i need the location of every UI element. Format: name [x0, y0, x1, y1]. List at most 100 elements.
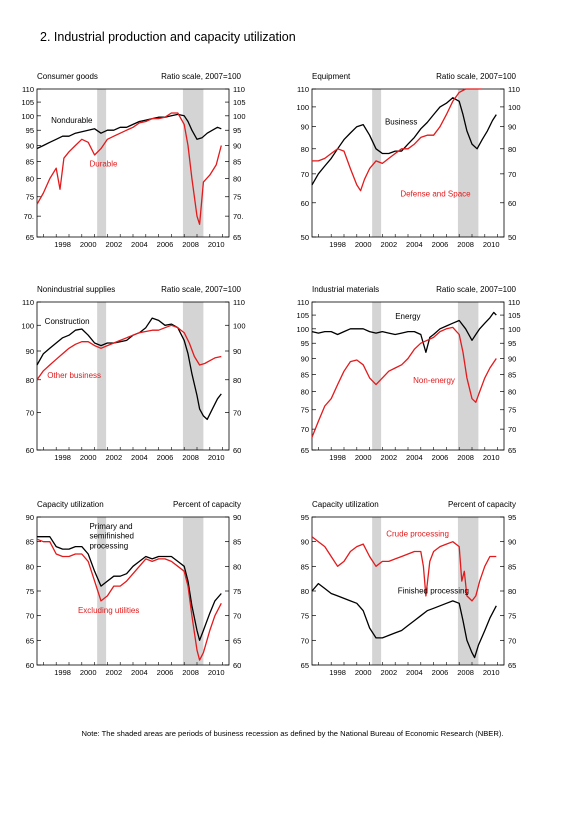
recession-band	[457, 517, 479, 665]
chart-title: Consumer goods	[37, 72, 98, 81]
y-tick-label: 70	[26, 612, 34, 621]
y-tick-label: 50	[508, 233, 516, 242]
x-tick-label: 2006	[157, 453, 174, 462]
x-tick-label: 2008	[457, 668, 474, 677]
x-tick-label: 2004	[131, 453, 148, 462]
series-line	[311, 582, 497, 659]
chart-title: Capacity utilization	[37, 500, 104, 509]
y-tick-label: 70	[508, 425, 516, 434]
y-tick-label: 85	[233, 158, 241, 167]
y-tick-label: 85	[508, 371, 516, 380]
x-tick-label: 2000	[80, 240, 97, 249]
y-tick-label: 80	[233, 175, 241, 184]
x-tick-label: 2002	[380, 668, 397, 677]
y-tick-label: 90	[26, 513, 34, 522]
x-tick-label: 2008	[182, 240, 199, 249]
y-tick-label: 90	[508, 123, 516, 132]
series-line	[311, 536, 497, 602]
series-label: Crude processing	[386, 530, 449, 539]
page-title: 2. Industrial production and capacity ut…	[40, 30, 296, 44]
y-tick-label: 75	[26, 193, 34, 202]
chart-subtitle: Ratio scale, 2007=100	[436, 285, 516, 294]
y-tick-label: 95	[26, 126, 34, 135]
series-label: Nondurable	[51, 116, 93, 125]
y-tick-label: 90	[301, 354, 309, 363]
series-label: Non-energy	[413, 376, 455, 385]
y-tick-label: 90	[301, 538, 309, 547]
y-tick-label: 80	[26, 376, 34, 385]
series-line	[37, 536, 222, 641]
series-line	[36, 324, 222, 381]
x-tick-label: 1998	[329, 668, 346, 677]
series-line	[312, 88, 483, 192]
x-tick-label: 2000	[355, 453, 372, 462]
y-tick-label: 110	[233, 85, 245, 94]
recession-band	[97, 89, 107, 237]
x-tick-label: 1998	[329, 240, 346, 249]
x-tick-label: 1998	[329, 453, 346, 462]
y-tick-label: 100	[21, 112, 34, 121]
y-tick-label: 105	[296, 311, 309, 320]
y-tick-label: 110	[297, 85, 309, 94]
y-tick-label: 75	[301, 612, 309, 621]
x-tick-label: 2000	[80, 668, 97, 677]
x-tick-label: 2000	[355, 240, 372, 249]
chart-subtitle: Ratio scale, 2007=100	[436, 72, 516, 81]
x-tick-label: 2006	[432, 668, 449, 677]
y-tick-label: 80	[301, 145, 309, 154]
y-tick-label: 75	[508, 406, 516, 415]
x-tick-label: 2010	[483, 668, 500, 677]
x-tick-label: 2002	[105, 668, 122, 677]
x-tick-label: 2006	[432, 453, 449, 462]
series-line	[311, 311, 497, 353]
y-tick-label: 85	[233, 538, 241, 547]
series-label: Business	[385, 118, 417, 127]
series-label: Defense and Space	[400, 190, 471, 199]
chart-title: Equipment	[312, 72, 351, 81]
y-tick-label: 70	[301, 636, 309, 645]
chart-subtitle: Ratio scale, 2007=100	[161, 72, 241, 81]
x-tick-label: 2008	[182, 668, 199, 677]
x-tick-label: 2000	[80, 453, 97, 462]
y-tick-label: 70	[233, 612, 241, 621]
y-tick-label: 80	[26, 562, 34, 571]
y-tick-label: 110	[22, 85, 34, 94]
y-tick-label: 90	[233, 513, 241, 522]
y-tick-label: 90	[26, 347, 34, 356]
y-tick-label: 85	[508, 562, 516, 571]
y-tick-label: 70	[26, 408, 34, 417]
y-tick-label: 65	[301, 446, 309, 455]
y-tick-label: 80	[301, 388, 309, 397]
y-tick-label: 95	[301, 339, 309, 348]
y-tick-label: 95	[301, 513, 309, 522]
y-tick-label: 70.	[233, 212, 243, 221]
y-tick-label: 100	[508, 325, 521, 334]
x-tick-label: 2006	[157, 240, 174, 249]
y-tick-label: 90	[233, 347, 241, 356]
y-tick-label: 80	[301, 587, 309, 596]
x-tick-label: 2000	[355, 668, 372, 677]
y-tick-label: 110	[297, 298, 309, 307]
x-tick-label: 2004	[406, 668, 423, 677]
y-tick-label: 70	[508, 170, 516, 179]
series-line	[311, 326, 497, 438]
y-tick-label: 110	[508, 85, 520, 94]
y-tick-label: 65	[508, 661, 516, 670]
y-tick-label: 105	[21, 98, 34, 107]
x-tick-label: 2010	[208, 668, 225, 677]
x-tick-label: 2002	[380, 240, 397, 249]
y-tick-label: 75	[26, 587, 34, 596]
y-tick-label: 70	[508, 636, 516, 645]
y-tick-label: 60	[301, 199, 309, 208]
x-tick-label: 2004	[406, 453, 423, 462]
y-tick-label: 85	[301, 371, 309, 380]
y-tick-label: 60	[508, 199, 516, 208]
series-label: Construction	[45, 317, 90, 326]
y-tick-label: 100	[233, 112, 246, 121]
series-label: Finished processing	[398, 586, 469, 595]
series-label: processing	[89, 542, 128, 551]
x-tick-label: 1998	[54, 668, 71, 677]
chart-panel-6: 65 65 70 70 75 75 80 80 85 85 90 90 95 95 1998 2000 2002…	[301, 500, 517, 677]
y-tick-label: 60	[233, 661, 241, 670]
chart-subtitle: Percent of capacity	[173, 500, 241, 509]
